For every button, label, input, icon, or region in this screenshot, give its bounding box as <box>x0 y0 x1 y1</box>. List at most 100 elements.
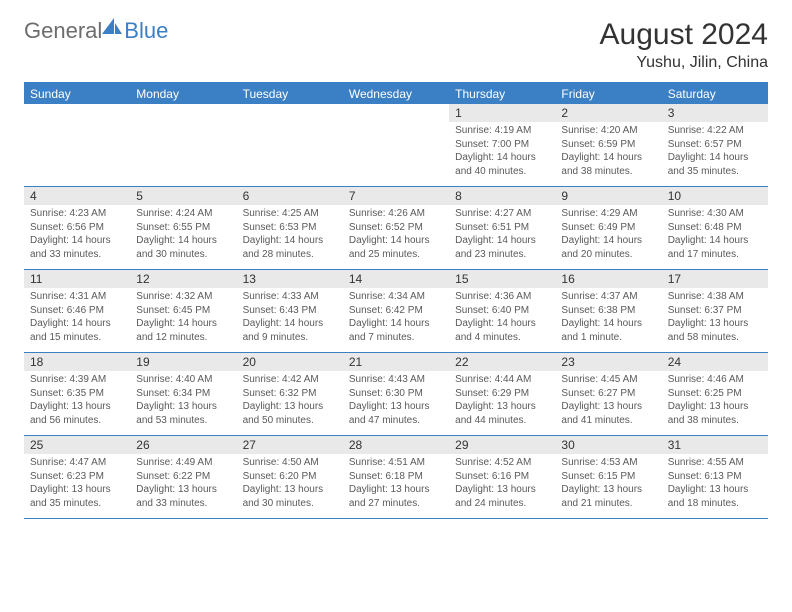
daylight-text: Daylight: 14 hours and 15 minutes. <box>30 317 124 344</box>
sunset-text: Sunset: 6:45 PM <box>136 304 230 318</box>
sunrise-text: Sunrise: 4:20 AM <box>561 124 655 138</box>
day-info: Sunrise: 4:26 AMSunset: 6:52 PMDaylight:… <box>343 205 449 266</box>
sunset-text: Sunset: 6:27 PM <box>561 387 655 401</box>
daylight-text: Daylight: 13 hours and 44 minutes. <box>455 400 549 427</box>
day-cell: 31Sunrise: 4:55 AMSunset: 6:13 PMDayligh… <box>662 436 768 518</box>
dow-sunday: Sunday <box>24 84 130 104</box>
day-cell: 8Sunrise: 4:27 AMSunset: 6:51 PMDaylight… <box>449 187 555 269</box>
day-cell <box>130 104 236 186</box>
day-info: Sunrise: 4:38 AMSunset: 6:37 PMDaylight:… <box>662 288 768 349</box>
day-number: 5 <box>130 187 236 205</box>
daylight-text: Daylight: 13 hours and 35 minutes. <box>30 483 124 510</box>
sunset-text: Sunset: 6:43 PM <box>243 304 337 318</box>
sunrise-text: Sunrise: 4:43 AM <box>349 373 443 387</box>
day-number: 11 <box>24 270 130 288</box>
day-info: Sunrise: 4:33 AMSunset: 6:43 PMDaylight:… <box>237 288 343 349</box>
day-info: Sunrise: 4:19 AMSunset: 7:00 PMDaylight:… <box>449 122 555 183</box>
week-row: 11Sunrise: 4:31 AMSunset: 6:46 PMDayligh… <box>24 270 768 353</box>
day-cell: 2Sunrise: 4:20 AMSunset: 6:59 PMDaylight… <box>555 104 661 186</box>
sunset-text: Sunset: 6:46 PM <box>30 304 124 318</box>
sunset-text: Sunset: 6:52 PM <box>349 221 443 235</box>
sunset-text: Sunset: 6:49 PM <box>561 221 655 235</box>
day-info: Sunrise: 4:30 AMSunset: 6:48 PMDaylight:… <box>662 205 768 266</box>
dow-wednesday: Wednesday <box>343 84 449 104</box>
daylight-text: Daylight: 14 hours and 12 minutes. <box>136 317 230 344</box>
day-number: 3 <box>662 104 768 122</box>
daylight-text: Daylight: 14 hours and 20 minutes. <box>561 234 655 261</box>
sunset-text: Sunset: 6:23 PM <box>30 470 124 484</box>
day-number: 2 <box>555 104 661 122</box>
dow-header-row: Sunday Monday Tuesday Wednesday Thursday… <box>24 84 768 104</box>
day-number: 25 <box>24 436 130 454</box>
sunrise-text: Sunrise: 4:22 AM <box>668 124 762 138</box>
daylight-text: Daylight: 13 hours and 50 minutes. <box>243 400 337 427</box>
sunset-text: Sunset: 6:59 PM <box>561 138 655 152</box>
day-number: 28 <box>343 436 449 454</box>
daylight-text: Daylight: 14 hours and 9 minutes. <box>243 317 337 344</box>
daylight-text: Daylight: 13 hours and 27 minutes. <box>349 483 443 510</box>
day-info: Sunrise: 4:31 AMSunset: 6:46 PMDaylight:… <box>24 288 130 349</box>
sunrise-text: Sunrise: 4:25 AM <box>243 207 337 221</box>
dow-thursday: Thursday <box>449 84 555 104</box>
sunrise-text: Sunrise: 4:51 AM <box>349 456 443 470</box>
day-info: Sunrise: 4:55 AMSunset: 6:13 PMDaylight:… <box>662 454 768 515</box>
daylight-text: Daylight: 14 hours and 4 minutes. <box>455 317 549 344</box>
day-info: Sunrise: 4:52 AMSunset: 6:16 PMDaylight:… <box>449 454 555 515</box>
day-info: Sunrise: 4:25 AMSunset: 6:53 PMDaylight:… <box>237 205 343 266</box>
day-info: Sunrise: 4:53 AMSunset: 6:15 PMDaylight:… <box>555 454 661 515</box>
sunset-text: Sunset: 6:38 PM <box>561 304 655 318</box>
week-row: 4Sunrise: 4:23 AMSunset: 6:56 PMDaylight… <box>24 187 768 270</box>
day-info: Sunrise: 4:37 AMSunset: 6:38 PMDaylight:… <box>555 288 661 349</box>
day-info: Sunrise: 4:20 AMSunset: 6:59 PMDaylight:… <box>555 122 661 183</box>
day-info: Sunrise: 4:42 AMSunset: 6:32 PMDaylight:… <box>237 371 343 432</box>
day-cell: 7Sunrise: 4:26 AMSunset: 6:52 PMDaylight… <box>343 187 449 269</box>
sunrise-text: Sunrise: 4:36 AM <box>455 290 549 304</box>
day-info: Sunrise: 4:46 AMSunset: 6:25 PMDaylight:… <box>662 371 768 432</box>
day-number: 9 <box>555 187 661 205</box>
week-row: 18Sunrise: 4:39 AMSunset: 6:35 PMDayligh… <box>24 353 768 436</box>
sunrise-text: Sunrise: 4:33 AM <box>243 290 337 304</box>
day-info: Sunrise: 4:36 AMSunset: 6:40 PMDaylight:… <box>449 288 555 349</box>
sunrise-text: Sunrise: 4:55 AM <box>668 456 762 470</box>
day-number: 22 <box>449 353 555 371</box>
daylight-text: Daylight: 13 hours and 38 minutes. <box>668 400 762 427</box>
page-title: August 2024 <box>600 18 768 52</box>
daylight-text: Daylight: 14 hours and 35 minutes. <box>668 151 762 178</box>
sunrise-text: Sunrise: 4:24 AM <box>136 207 230 221</box>
day-number: 30 <box>555 436 661 454</box>
sunset-text: Sunset: 6:20 PM <box>243 470 337 484</box>
day-info: Sunrise: 4:40 AMSunset: 6:34 PMDaylight:… <box>130 371 236 432</box>
day-cell: 16Sunrise: 4:37 AMSunset: 6:38 PMDayligh… <box>555 270 661 352</box>
day-info: Sunrise: 4:23 AMSunset: 6:56 PMDaylight:… <box>24 205 130 266</box>
day-number: 14 <box>343 270 449 288</box>
day-info: Sunrise: 4:39 AMSunset: 6:35 PMDaylight:… <box>24 371 130 432</box>
sunrise-text: Sunrise: 4:42 AM <box>243 373 337 387</box>
sunrise-text: Sunrise: 4:44 AM <box>455 373 549 387</box>
daylight-text: Daylight: 14 hours and 38 minutes. <box>561 151 655 178</box>
day-cell: 10Sunrise: 4:30 AMSunset: 6:48 PMDayligh… <box>662 187 768 269</box>
sunrise-text: Sunrise: 4:31 AM <box>30 290 124 304</box>
sunrise-text: Sunrise: 4:26 AM <box>349 207 443 221</box>
day-number: 29 <box>449 436 555 454</box>
sunrise-text: Sunrise: 4:53 AM <box>561 456 655 470</box>
sunrise-text: Sunrise: 4:23 AM <box>30 207 124 221</box>
day-number: 26 <box>130 436 236 454</box>
day-cell: 22Sunrise: 4:44 AMSunset: 6:29 PMDayligh… <box>449 353 555 435</box>
day-cell: 11Sunrise: 4:31 AMSunset: 6:46 PMDayligh… <box>24 270 130 352</box>
daylight-text: Daylight: 13 hours and 18 minutes. <box>668 483 762 510</box>
day-info: Sunrise: 4:27 AMSunset: 6:51 PMDaylight:… <box>449 205 555 266</box>
day-number: 20 <box>237 353 343 371</box>
day-cell: 21Sunrise: 4:43 AMSunset: 6:30 PMDayligh… <box>343 353 449 435</box>
day-cell: 19Sunrise: 4:40 AMSunset: 6:34 PMDayligh… <box>130 353 236 435</box>
sunset-text: Sunset: 7:00 PM <box>455 138 549 152</box>
day-info: Sunrise: 4:47 AMSunset: 6:23 PMDaylight:… <box>24 454 130 515</box>
title-block: August 2024 Yushu, Jilin, China <box>600 18 768 72</box>
dow-friday: Friday <box>555 84 661 104</box>
sunset-text: Sunset: 6:16 PM <box>455 470 549 484</box>
sunrise-text: Sunrise: 4:29 AM <box>561 207 655 221</box>
sunrise-text: Sunrise: 4:19 AM <box>455 124 549 138</box>
day-cell: 25Sunrise: 4:47 AMSunset: 6:23 PMDayligh… <box>24 436 130 518</box>
daylight-text: Daylight: 14 hours and 33 minutes. <box>30 234 124 261</box>
sunrise-text: Sunrise: 4:46 AM <box>668 373 762 387</box>
day-number: 27 <box>237 436 343 454</box>
